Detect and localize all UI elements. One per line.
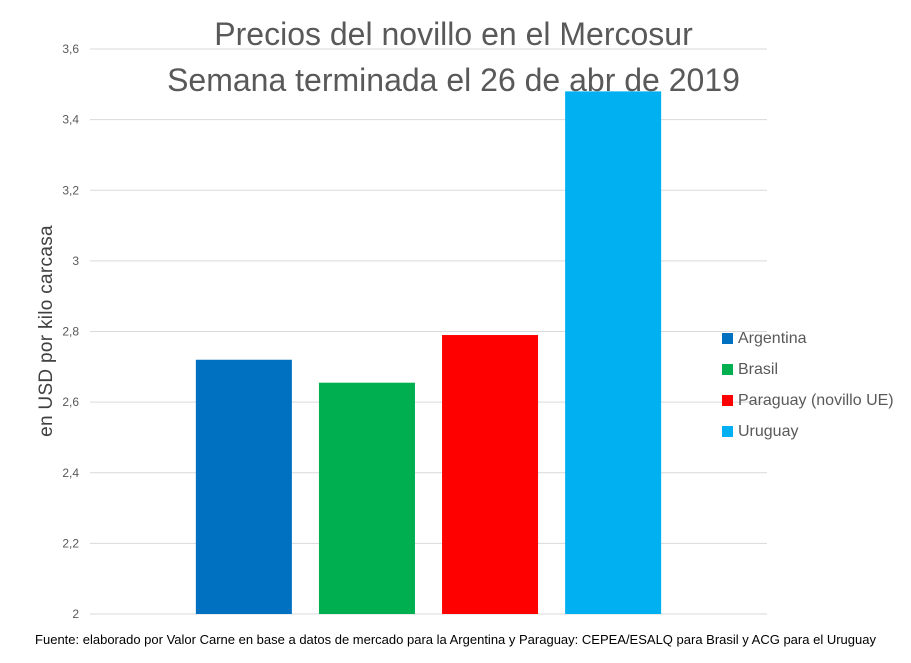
- chart-subtitle: Semana terminada el 26 de abr de 2019: [167, 62, 740, 98]
- legend-item-uruguay: Uruguay: [722, 416, 894, 447]
- y-tick-label: 3,4: [62, 113, 79, 127]
- source-note: Fuente: elaborado por Valor Carne en bas…: [35, 632, 876, 647]
- y-axis-label: en USD por kilo carcasa: [36, 225, 57, 437]
- y-tick-label: 3: [72, 254, 79, 268]
- y-tick-label: 2,8: [62, 325, 79, 339]
- legend-label: Brasil: [738, 360, 779, 378]
- bar-uruguay: [565, 91, 662, 614]
- legend-label: Paraguay (novillo UE): [738, 391, 894, 409]
- y-tick-label: 3,2: [62, 183, 79, 197]
- bar-argentina: [195, 359, 292, 614]
- y-tick-label: 2,4: [62, 466, 79, 480]
- y-tick-label: 2,6: [62, 395, 79, 409]
- legend-item-paraguay: Paraguay (novillo UE): [722, 385, 894, 416]
- chart-title: Precios del novillo en el Mercosur: [214, 16, 693, 52]
- bar-brasil: [318, 382, 415, 614]
- legend-label: Argentina: [738, 329, 807, 347]
- bar-paraguay: [442, 335, 539, 614]
- legend-swatch: [722, 426, 733, 437]
- legend-swatch: [722, 333, 733, 344]
- legend-item-argentina: Argentina: [722, 323, 894, 354]
- legend-swatch: [722, 395, 733, 406]
- y-tick-label: 2,2: [62, 536, 79, 550]
- legend-item-brasil: Brasil: [722, 354, 894, 385]
- y-tick-label: 2: [72, 607, 79, 621]
- legend: Argentina Brasil Paraguay (novillo UE) U…: [722, 323, 894, 447]
- y-tick-label: 3,6: [62, 42, 79, 56]
- legend-swatch: [722, 364, 733, 375]
- legend-label: Uruguay: [738, 422, 799, 440]
